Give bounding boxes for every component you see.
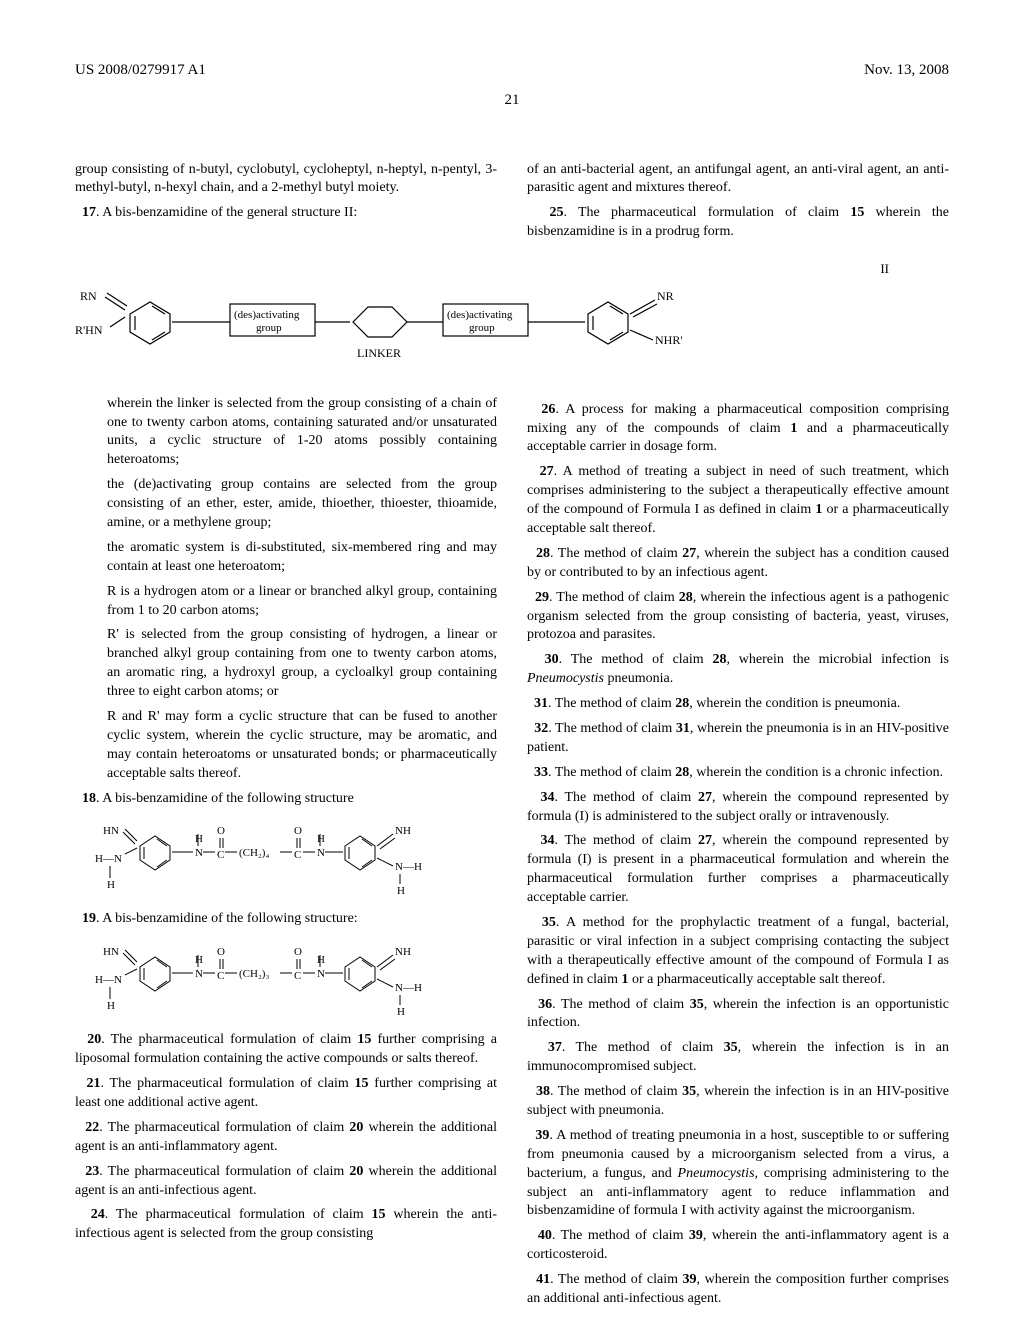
right-column: 26. A process for making a pharmaceutica… (527, 395, 949, 1309)
svg-text:H: H (107, 1000, 115, 1012)
svg-text:C: C (294, 970, 301, 982)
claim-30: 30. The method of claim 28, wherein the … (527, 651, 949, 689)
svg-text:(CH₂)₄: (CH₂)₄ (239, 847, 269, 859)
svg-text:N: N (195, 968, 203, 980)
svg-text:N: N (317, 968, 325, 980)
left-column-top: group consisting of n-butyl, cyclobutyl,… (75, 161, 497, 243)
svg-text:O: O (294, 825, 302, 837)
claim-40: 40. The method of claim 39, wherein the … (527, 1227, 949, 1265)
right-column-top: of an anti-bacterial agent, an antifunga… (527, 161, 949, 243)
claim-17: 17. A bis-benzamidine of the general str… (75, 204, 497, 223)
claim-36: 36. The method of claim 35, wherein the … (527, 996, 949, 1034)
claim-21: 21. The pharmaceutical formulation of cl… (75, 1075, 497, 1113)
svg-text:group: group (469, 322, 495, 334)
claim-23: 23. The pharmaceutical formulation of cl… (75, 1163, 497, 1201)
structure-19-svg: HN H—N H H N O C (CH (95, 937, 475, 1017)
svg-text:H: H (317, 833, 325, 845)
structure-18: HN H—N H H N O C (CH (95, 816, 497, 896)
svg-text:H—N: H—N (95, 974, 122, 986)
svg-text:H: H (195, 954, 203, 966)
structure-19: HN H—N H H N O C (CH (95, 937, 497, 1017)
claim-35: 35. A method for the prophylactic treatm… (527, 914, 949, 990)
publication-date: Nov. 13, 2008 (864, 60, 949, 80)
svg-text:O: O (294, 946, 302, 958)
claim-29: 29. The method of claim 28, wherein the … (527, 589, 949, 646)
claim-24: 24. The pharmaceutical formulation of cl… (75, 1206, 497, 1244)
chemical-structure-II: II RN R'HN (des)activating group LINKER (75, 260, 949, 377)
orphan-text-right: of an anti-bacterial agent, an antifunga… (527, 161, 949, 199)
svg-text:NH: NH (395, 825, 411, 837)
svg-text:O: O (217, 946, 225, 958)
svg-text:H: H (317, 954, 325, 966)
svg-text:H: H (397, 885, 405, 896)
svg-text:group: group (256, 322, 282, 334)
claim-32: 32. The method of claim 31, wherein the … (527, 720, 949, 758)
svg-text:C: C (217, 849, 224, 861)
structure-18-svg: HN H—N H H N O C (CH (95, 816, 475, 896)
svg-text:N: N (317, 847, 325, 859)
claim-20: 20. The pharmaceutical formulation of cl… (75, 1031, 497, 1069)
claim-27: 27. A method of treating a subject in ne… (527, 463, 949, 539)
claim-31: 31. The method of claim 28, wherein the … (527, 695, 949, 714)
svg-text:(des)activating: (des)activating (447, 309, 513, 321)
page-header: US 2008/0279917 A1 Nov. 13, 2008 (75, 60, 949, 80)
structure-II-svg: RN R'HN (des)activating group LINKER (de… (75, 282, 945, 377)
claim-41: 41. The method of claim 39, wherein the … (527, 1271, 949, 1309)
svg-text:C: C (217, 970, 224, 982)
orphan-text: group consisting of n-butyl, cyclobutyl,… (75, 161, 497, 199)
svg-text:NHR': NHR' (655, 333, 683, 347)
svg-text:(des)activating: (des)activating (234, 309, 300, 321)
claim-34a: 34. The method of claim 27, wherein the … (527, 789, 949, 827)
r-definition: R is a hydrogen atom or a linear or bran… (75, 583, 497, 621)
page-number: 21 (75, 90, 949, 110)
deactivating-clause: the (de)activating group contains are se… (75, 476, 497, 533)
lower-columns: wherein the linker is selected from the … (75, 395, 949, 1309)
r-prime-definition: R' is selected from the group consisting… (75, 626, 497, 702)
patent-id: US 2008/0279917 A1 (75, 60, 206, 80)
left-column: wherein the linker is selected from the … (75, 395, 497, 1309)
claim-38: 38. The method of claim 35, wherein the … (527, 1083, 949, 1121)
aromatic-clause: the aromatic system is di-substituted, s… (75, 539, 497, 577)
formula-label-II: II (75, 260, 949, 278)
svg-text:H: H (107, 879, 115, 891)
svg-text:NH: NH (395, 946, 411, 958)
svg-text:NR: NR (657, 289, 674, 303)
r-rprime-clause: R and R' may form a cyclic structure tha… (75, 708, 497, 784)
svg-text:H—N: H—N (95, 853, 122, 865)
svg-text:N—H: N—H (395, 861, 422, 873)
svg-text:HN: HN (103, 946, 119, 958)
svg-text:N: N (195, 847, 203, 859)
svg-text:O: O (217, 825, 225, 837)
claim-37: 37. The method of claim 35, wherein the … (527, 1039, 949, 1077)
svg-text:LINKER: LINKER (357, 346, 401, 360)
svg-text:R'HN: R'HN (75, 323, 103, 337)
claim-19: 19. A bis-benzamidine of the following s… (75, 910, 497, 929)
svg-text:H: H (397, 1006, 405, 1017)
claim-22: 22. The pharmaceutical formulation of cl… (75, 1119, 497, 1157)
svg-text:H: H (195, 833, 203, 845)
claim-33: 33. The method of claim 28, wherein the … (527, 764, 949, 783)
wherein-linker: wherein the linker is selected from the … (75, 395, 497, 471)
svg-text:(CH₂)₃: (CH₂)₃ (239, 968, 269, 980)
svg-text:HN: HN (103, 825, 119, 837)
claim-28: 28. The method of claim 27, wherein the … (527, 545, 949, 583)
claim-26: 26. A process for making a pharmaceutica… (527, 401, 949, 458)
claim-39: 39. A method of treating pneumonia in a … (527, 1127, 949, 1221)
svg-text:N—H: N—H (395, 982, 422, 994)
svg-text:C: C (294, 849, 301, 861)
svg-text:RN: RN (80, 289, 97, 303)
claim-18: 18. A bis-benzamidine of the following s… (75, 790, 497, 809)
top-columns: group consisting of n-butyl, cyclobutyl,… (75, 161, 949, 243)
claim-25: 25. The pharmaceutical formulation of cl… (527, 204, 949, 242)
claim-34b: 34. The method of claim 27, wherein the … (527, 832, 949, 908)
